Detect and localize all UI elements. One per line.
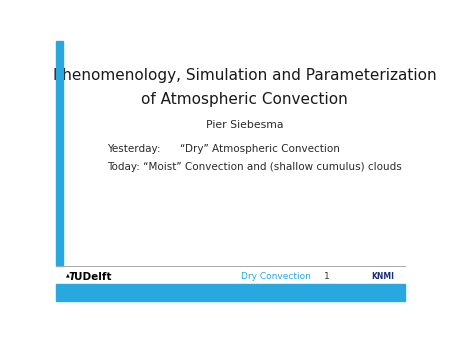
Bar	[56, 41, 63, 266]
Text: Dry Convection: Dry Convection	[241, 272, 311, 281]
Text: of Atmospheric Convection: of Atmospheric Convection	[141, 92, 348, 106]
Text: Pier Siebesma: Pier Siebesma	[206, 120, 284, 130]
Text: T: T	[68, 272, 76, 282]
Text: KNMI: KNMI	[371, 272, 394, 281]
Text: Yesterday:      “Dry” Atmospheric Convection: Yesterday: “Dry” Atmospheric Convection	[107, 144, 340, 154]
Text: 1: 1	[324, 272, 329, 281]
Text: Today: “Moist” Convection and (shallow cumulus) clouds: Today: “Moist” Convection and (shallow c…	[107, 162, 401, 172]
Text: UDelft: UDelft	[74, 272, 112, 282]
Bar	[56, 284, 405, 301]
Text: ▲: ▲	[66, 273, 70, 278]
Text: Phenomenology, Simulation and Parameterization: Phenomenology, Simulation and Parameteri…	[53, 68, 436, 83]
